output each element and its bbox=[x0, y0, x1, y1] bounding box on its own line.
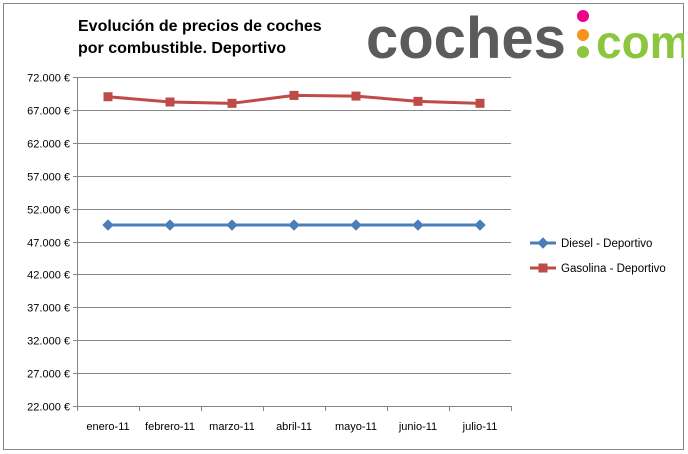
legend-label: Gasolina - Deportivo bbox=[561, 263, 666, 275]
x-tick-label: julio-11 bbox=[462, 421, 498, 433]
series-diesel bbox=[102, 219, 486, 231]
coches-com-logo: coches com bbox=[366, 6, 684, 70]
y-tick-label: 37.000 € bbox=[27, 303, 70, 315]
series-gasolina bbox=[103, 90, 485, 108]
legend: Diesel - Deportivo Gasolina - Deportivo bbox=[530, 237, 666, 275]
data-point bbox=[165, 97, 175, 107]
y-tick-label: 22.000 € bbox=[27, 402, 70, 414]
y-tick-label: 47.000 € bbox=[27, 238, 70, 250]
axes: 22.000 € 27.000 € 32.000 € 37.000 € 42.000 €… bbox=[27, 73, 512, 433]
data-point bbox=[288, 219, 300, 231]
x-tick-label: mayo-11 bbox=[335, 421, 377, 433]
data-point bbox=[412, 219, 424, 231]
chart-title: Evolución de precios de coches por combu… bbox=[78, 16, 368, 60]
data-point bbox=[227, 98, 237, 108]
data-point bbox=[103, 92, 113, 102]
legend-label: Diesel - Deportivo bbox=[561, 238, 652, 250]
logo-dot-green bbox=[577, 46, 589, 58]
y-tick-label: 62.000 € bbox=[27, 139, 70, 151]
y-tick-label: 27.000 € bbox=[27, 369, 70, 381]
legend-marker bbox=[537, 237, 549, 249]
y-tick-label: 52.000 € bbox=[27, 205, 70, 217]
logo-dot-orange bbox=[577, 29, 589, 41]
data-point bbox=[102, 219, 114, 231]
x-tick-label: marzo-11 bbox=[209, 421, 255, 433]
x-tick-label: junio-11 bbox=[398, 421, 437, 433]
data-point bbox=[474, 219, 486, 231]
logo-text-main: coches bbox=[366, 6, 566, 70]
x-tick-label: febrero-11 bbox=[145, 421, 195, 433]
data-point bbox=[351, 91, 361, 101]
data-point bbox=[350, 219, 362, 231]
logo-dot-pink bbox=[577, 10, 589, 22]
y-tick-label: 57.000 € bbox=[27, 172, 70, 184]
data-point bbox=[475, 98, 485, 108]
x-tick-label: abril-11 bbox=[276, 421, 312, 433]
data-point bbox=[226, 219, 238, 231]
x-tick-label: enero-11 bbox=[86, 421, 129, 433]
legend-item: Gasolina - Deportivo bbox=[530, 263, 666, 275]
legend-marker bbox=[538, 263, 548, 273]
chart-title-line-1: Evolución de precios de coches bbox=[78, 18, 322, 35]
logo-text-tld: com bbox=[596, 16, 684, 68]
data-point bbox=[164, 219, 176, 231]
chart-title-line-2: por combustible. Deportivo bbox=[78, 40, 287, 57]
y-tick-label: 32.000 € bbox=[27, 336, 70, 348]
data-point bbox=[413, 96, 423, 106]
y-tick-label: 67.000 € bbox=[27, 106, 70, 118]
legend-item: Diesel - Deportivo bbox=[530, 237, 652, 250]
y-tick-label: 42.000 € bbox=[27, 270, 70, 282]
gridlines bbox=[77, 77, 511, 374]
series-layer bbox=[102, 90, 486, 231]
data-point bbox=[289, 90, 299, 100]
y-tick-label: 72.000 € bbox=[27, 73, 70, 85]
